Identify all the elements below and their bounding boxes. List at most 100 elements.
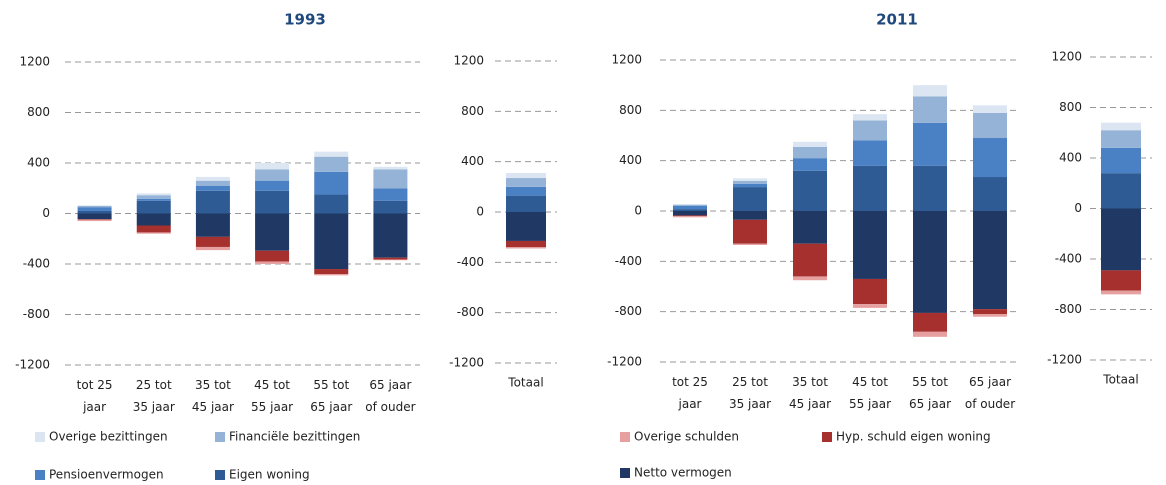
bar-segment [793,170,827,211]
bar-segment [733,211,767,220]
bar-segment [195,246,230,251]
bar-segment [913,85,947,97]
x-tick-label: 25 tot 35 jaar [133,378,175,414]
y-tick-label: 1200 [1051,50,1082,64]
bar-segment [1101,130,1141,148]
bar-segment [255,261,290,264]
bar-segment [77,210,112,214]
y-tick-label: -400 [23,257,50,271]
bar-segment [77,207,112,211]
bar-segment [973,112,1007,139]
bar-segment [1101,147,1141,174]
legend-label: Hyp. schuld eigen woning [836,430,991,444]
x-tick-label: 55 tot 65 jaar [310,378,352,414]
bar-segment [195,213,230,237]
y-tick-label: -400 [457,255,484,269]
bar-segment [136,232,171,234]
bar-segment [793,211,827,244]
legend-swatch [35,432,45,442]
y-tick-label: 800 [461,104,484,118]
y-tick-label: 0 [476,205,484,219]
bar-segment [673,209,707,211]
bar-segment [853,140,887,166]
bar-segment [673,211,707,216]
y-tick-label: 800 [1059,100,1082,114]
bar-segment [913,312,947,332]
bar-segment [255,250,290,262]
bar-segment [195,180,230,186]
bar-segment [77,219,112,220]
bar-segment [793,146,827,159]
bar-segment [973,138,1007,178]
bar-segment [136,193,171,196]
bar-segment [373,169,408,189]
bar-segment [255,190,290,214]
bar-segment [913,165,947,211]
legend-label: Overige bezittingen [49,430,168,444]
bar-segment [853,165,887,211]
bar-segment [314,213,349,270]
y-tick-label: 400 [27,156,50,170]
bar-segment [506,186,546,196]
bar-segment [506,172,546,179]
bar-segment [255,213,290,251]
bar-segment [793,158,827,171]
bar-segment [1101,208,1141,271]
x-tick-label: tot 25 jaar [77,378,113,414]
bar-segment [506,195,546,212]
y-tick-label: -1200 [607,355,642,369]
bar-segment [373,200,408,214]
bar-segment [314,151,349,157]
bar-segment [195,236,230,247]
y-tick-label: -1200 [1047,353,1082,367]
legend-swatch [822,432,832,442]
legend-swatch [620,468,630,478]
bar-segment [673,204,707,206]
legend-swatch [35,470,45,480]
y-tick-label: -1200 [449,356,484,370]
bar-segment [136,213,171,226]
bar-segment [733,178,767,181]
bar-segment [506,247,546,249]
bar-segment [506,212,546,241]
bar-segment [136,200,171,214]
y-tick-label: 0 [634,204,642,218]
bar-segment [506,178,546,187]
x-tick-label: 35 tot 45 jaar [192,378,234,414]
chart-title: 1993 [284,11,326,29]
bar-segment [1101,173,1141,209]
bar-segment [136,195,171,199]
bar-segment [314,156,349,172]
bar-segment [195,190,230,214]
x-tick-label: Totaal [1102,373,1138,387]
x-tick-label: 35 tot 45 jaar [789,375,831,411]
y-tick-label: -800 [1055,302,1082,316]
bar-segment [913,331,947,337]
bar-segment [373,257,408,260]
bar-segment [255,163,290,170]
bar-segment [793,243,827,277]
x-tick-label: Totaal [507,376,543,390]
bar-segment [77,205,112,206]
bar-segment [255,169,290,181]
bar-segment [195,185,230,191]
bar-segment [314,269,349,275]
bar-segment [77,219,112,222]
bar-segment [195,176,230,181]
bar-segment [733,183,767,188]
legend-swatch [215,470,225,480]
x-tick-label: 45 tot 55 jaar [849,375,891,411]
bar-segment [733,243,767,245]
bar-segment [913,211,947,313]
x-tick-label: tot 25 jaar [672,375,708,411]
bar-segment [373,259,408,261]
y-tick-label: 400 [461,154,484,168]
y-tick-label: -400 [615,254,642,268]
y-tick-label: -800 [23,307,50,321]
legend-label: Eigen woning [229,468,310,482]
y-tick-label: 800 [27,105,50,119]
y-tick-label: -400 [1055,252,1082,266]
bar-segment [853,304,887,308]
x-tick-label: 55 tot 65 jaar [909,375,951,411]
y-tick-label: -800 [457,305,484,319]
